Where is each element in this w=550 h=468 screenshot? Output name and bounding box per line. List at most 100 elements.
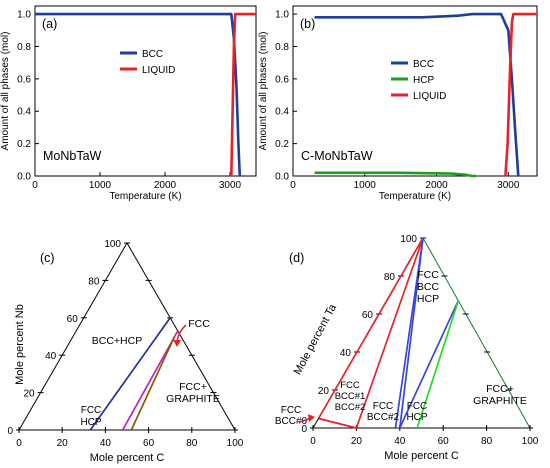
region-label: FCC (340, 380, 360, 391)
left-tick-label: 40 (45, 351, 57, 362)
left-tick-label: 60 (362, 310, 374, 321)
phase-boundary-0 (89, 317, 171, 431)
y-tick-label: 1.0 (17, 10, 31, 21)
inside-label: C-MoNbTaW (301, 149, 373, 163)
bottom-tick-label: 60 (438, 436, 450, 447)
region-label: BCC#2 (335, 402, 366, 413)
plot-frame (292, 5, 538, 177)
left-tick-label: 100 (104, 239, 121, 250)
bottom-axis-label: Mole percent C (384, 450, 459, 462)
region-label: BCC (417, 281, 440, 293)
series-line-liquid (230, 12, 256, 177)
bottom-tick-label: 20 (351, 436, 363, 447)
y-tick-label: 0.6 (17, 74, 31, 85)
y-tick-label: 0.8 (275, 42, 289, 53)
region-label: FCC (281, 405, 302, 416)
phase-boundary-2 (318, 417, 357, 429)
legend-label: BCC (413, 59, 434, 70)
region-label: GRAPHITE (473, 395, 527, 407)
panel-label: (d) (289, 251, 304, 265)
line-panel-a: 0 1000 2000 3000 0.0 0.2 0.4 0.6 0.8 1.0 Temperatu… (0, 5, 257, 202)
bottom-tick-label: 40 (100, 438, 112, 449)
region-label: FCC+ (486, 383, 514, 395)
region-label: BCC#1 (335, 391, 366, 402)
legend-label: HCP (413, 75, 434, 86)
series-line-hcp (314, 171, 476, 178)
ternary-right-edge (126, 242, 236, 431)
region-label: HCP (80, 417, 101, 428)
left-tick-label: 80 (384, 272, 396, 283)
bottom-tick-label: 80 (481, 436, 493, 447)
region-label: FCC (81, 405, 102, 416)
bottom-tick-label: 40 (394, 436, 406, 447)
x-tick-label: 0 (290, 180, 296, 191)
y-tick-label: 0.2 (275, 139, 289, 150)
region-label: FCC+ (179, 381, 207, 393)
legend-label: BCC (142, 49, 163, 60)
y-axis-label: Amount of all phases (mol) (258, 32, 269, 151)
region-label: HCP (406, 412, 427, 423)
y-tick-label: 0.2 (17, 139, 31, 150)
series-line-bcc (314, 12, 520, 177)
panel-label: (b) (300, 17, 315, 31)
bottom-tick-label: 0 (310, 436, 316, 447)
left-tick-label: 0 (7, 426, 13, 437)
x-tick-label: 1000 (89, 180, 112, 191)
ternary-panel-c: 00 20 20 40 40 60 60 80 80 100 100 Mole percent C Mo… (7, 239, 243, 464)
bottom-axis-label: Mole percent C (90, 452, 165, 464)
bottom-tick-label: 20 (57, 438, 69, 449)
fcc-arrowhead (173, 340, 181, 347)
y-tick-label: 0.8 (17, 42, 31, 53)
left-tick-label: 40 (340, 348, 352, 359)
y-tick-label: 0.0 (275, 172, 289, 183)
phase-boundary-6 (416, 300, 460, 429)
bottom-tick-label: 80 (186, 438, 198, 449)
series-line-liquid (504, 12, 537, 177)
panel-label: (a) (42, 17, 57, 31)
x-tick-label: 1000 (354, 180, 377, 191)
legend-label: LIQUID (142, 65, 175, 76)
bcc0-arrowhead (308, 414, 315, 422)
series-line-bcc (35, 12, 242, 177)
phase-boundary-0 (317, 237, 424, 419)
left-tick-label: 20 (23, 389, 35, 400)
left-tick-label: 20 (318, 386, 330, 397)
x-tick-label: 2000 (425, 180, 448, 191)
left-tick-label: 0 (301, 424, 307, 435)
ternary-panel-d: 00 20 20 40 40 60 60 80 80 100 100 Mole percent C Mo… (275, 234, 539, 462)
panel-label: (c) (40, 251, 55, 265)
ternary-right-edge (422, 237, 531, 429)
legend-label: LIQUID (413, 91, 446, 102)
line-panel-b: 0 1000 2000 3000 0.0 0.2 0.4 0.6 0.8 1.0 Temperatu… (258, 5, 538, 202)
left-tick-label: 100 (400, 234, 417, 245)
x-axis-label: Temperature (K) (109, 191, 181, 202)
region-label: BCC+HCP (92, 335, 142, 347)
region-label: FCC (373, 401, 394, 412)
y-axis-label: Amount of all phases (mol) (0, 32, 11, 151)
left-tick-label: 60 (67, 314, 79, 325)
phase-boundary-2 (130, 336, 176, 431)
x-tick-label: 2000 (154, 180, 177, 191)
inside-label: MoNbTaW (43, 149, 102, 163)
region-label: HCP (417, 293, 439, 305)
y-tick-label: 0.4 (275, 107, 289, 118)
region-label: GRAPHITE (166, 393, 220, 405)
region-label: FCC (407, 401, 428, 412)
y-tick-label: 1.0 (275, 10, 289, 21)
bottom-tick-label: 100 (522, 436, 539, 447)
region-label: BCC#0 (275, 416, 308, 427)
region-label: FCC (188, 318, 210, 330)
ternary-left-edge (18, 242, 128, 431)
y-tick-label: 0.6 (275, 74, 289, 85)
bottom-tick-label: 0 (16, 438, 22, 449)
x-tick-label: 3000 (497, 180, 520, 191)
region-label: BCC#2 (367, 412, 400, 423)
y-tick-label: 0.4 (17, 107, 31, 118)
left-tick-label: 80 (88, 276, 100, 287)
region-label: FCC (417, 269, 439, 281)
phase-boundary-5 (399, 300, 460, 429)
x-axis-label: Temperature (K) (379, 191, 451, 202)
x-tick-label: 0 (32, 180, 38, 191)
bottom-tick-label: 60 (143, 438, 155, 449)
